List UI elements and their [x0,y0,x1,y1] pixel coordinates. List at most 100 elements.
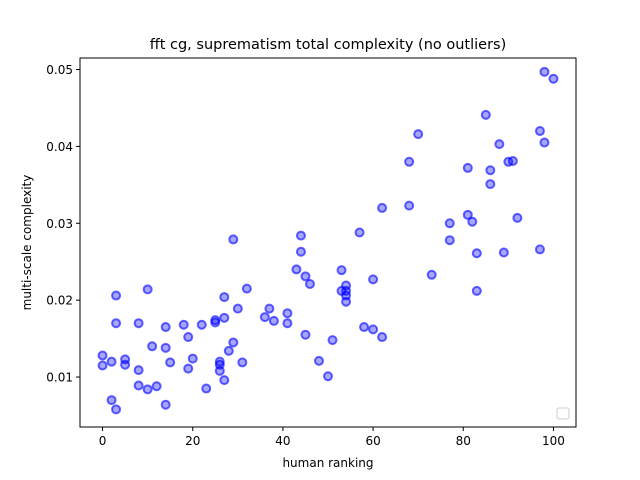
data-point [183,363,194,374]
data-point [147,341,158,352]
data-point [160,322,171,333]
data-point [111,404,122,415]
data-point [133,380,144,391]
data-point [304,279,315,290]
data-point [264,303,275,314]
data-point [111,318,122,329]
plot-frame [79,57,577,428]
data-point [228,234,239,245]
data-point [480,109,491,120]
data-point [295,230,306,241]
data-point [282,308,293,319]
data-point [291,264,302,275]
data-points [97,66,559,415]
data-point [219,292,230,303]
data-point [404,156,415,167]
data-point [354,227,365,238]
data-point [444,218,455,229]
x-tick-label: 0 [99,434,107,448]
data-point [282,318,293,329]
x-tick-label: 40 [275,434,290,448]
data-point [507,156,518,167]
data-point [201,383,212,394]
data-point [485,165,496,176]
x-tick-label: 100 [542,434,565,448]
data-point [494,139,505,150]
data-point [512,212,523,223]
data-point [471,248,482,259]
y-axis-ticks: 0.01 0.02 0.03 0.04 0.05 [46,63,80,385]
data-point [300,271,311,282]
data-point [165,357,176,368]
data-point [368,274,379,285]
x-tick-label: 60 [365,434,380,448]
legend-box [556,407,570,420]
data-point [548,73,559,84]
data-point [300,329,311,340]
y-tick-label: 0.04 [46,140,73,154]
data-point [120,354,131,365]
data-point [485,179,496,190]
data-point [377,332,388,343]
data-point [426,269,437,280]
y-tick-label: 0.02 [46,294,73,308]
data-point [106,395,117,406]
data-point [341,285,352,296]
data-point [187,353,198,364]
data-point [210,315,221,326]
data-point [534,244,545,255]
data-point [467,216,478,227]
data-point [142,384,153,395]
data-point [359,322,370,333]
data-point [268,315,279,326]
data-point [295,246,306,257]
x-tick-label: 80 [456,434,471,448]
data-point [97,350,108,361]
data-point [232,303,243,314]
data-point [462,209,473,220]
data-point [133,318,144,329]
data-point [241,283,252,294]
data-point [444,235,455,246]
data-point [219,375,230,386]
data-point [133,365,144,376]
data-point [413,129,424,140]
data-point [223,345,234,356]
data-point [313,355,324,366]
data-point [111,290,122,301]
data-point [462,162,473,173]
chart-title: fft cg, suprematism total complexity (no… [150,37,507,53]
data-point [534,126,545,137]
x-tick-label: 20 [185,434,200,448]
y-axis-label: multi-scale complexity [20,175,34,311]
data-point [539,66,550,77]
data-point [142,284,153,295]
y-tick-label: 0.01 [46,371,73,385]
data-point [259,312,270,323]
data-point [368,324,379,335]
x-axis-label: human ranking [282,456,373,470]
data-point [214,365,225,376]
y-tick-label: 0.03 [46,217,73,231]
data-point [237,357,248,368]
data-point [404,200,415,211]
data-point [160,342,171,353]
data-point [160,399,171,410]
data-point [219,312,230,323]
data-point [377,202,388,213]
x-axis-ticks: 0 20 40 60 80 100 [99,427,565,448]
data-point [327,335,338,346]
data-point [228,337,239,348]
y-tick-label: 0.05 [46,63,73,77]
data-point [97,360,108,371]
data-point [471,285,482,296]
data-point [178,319,189,330]
data-point [196,319,207,330]
data-point [183,332,194,343]
data-point [106,356,117,367]
data-point [341,296,352,307]
data-point [539,137,550,148]
data-point [336,265,347,276]
data-point [323,371,333,382]
